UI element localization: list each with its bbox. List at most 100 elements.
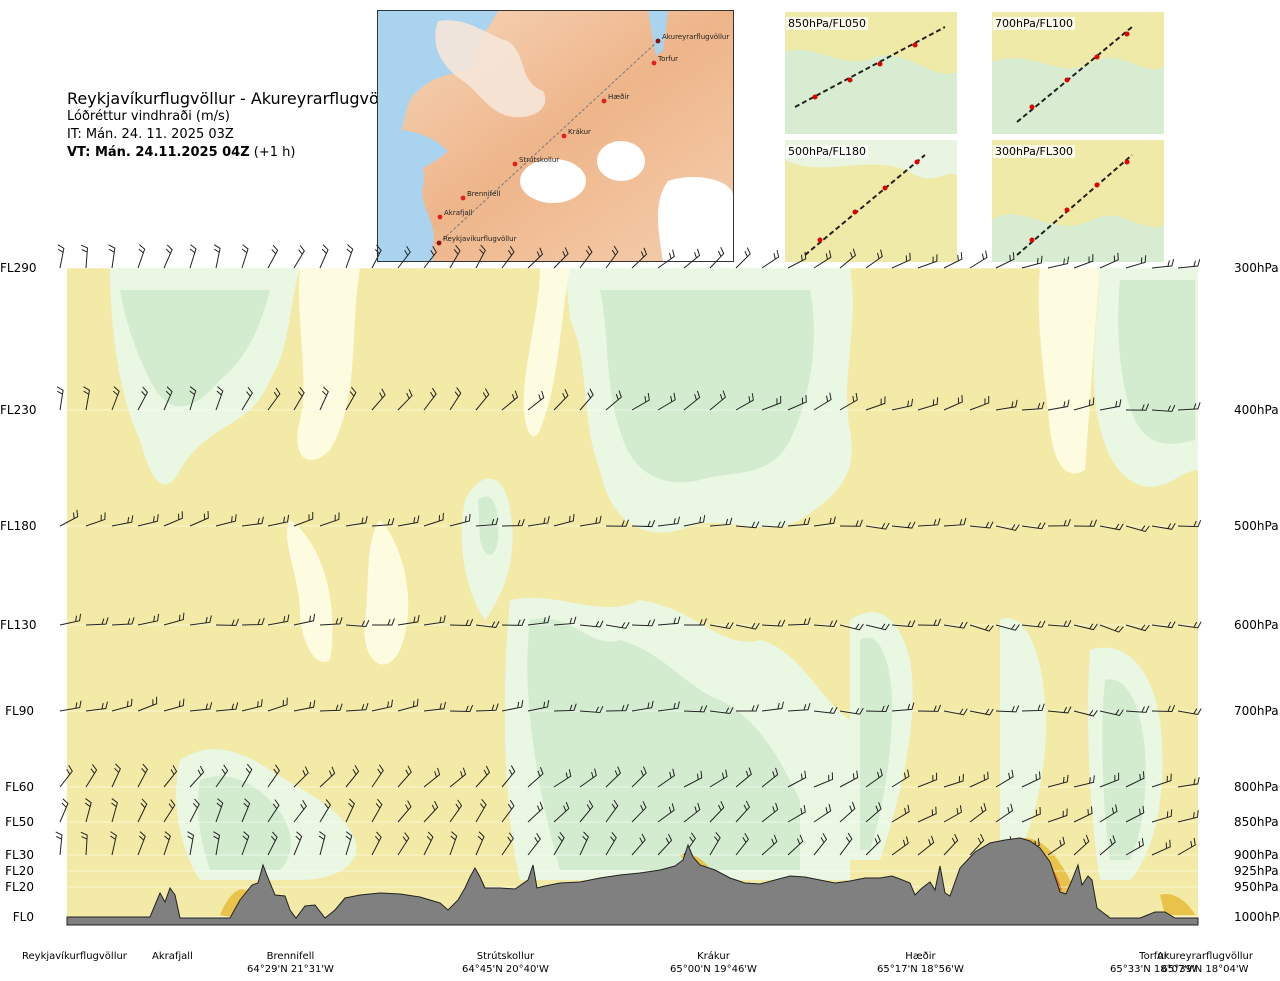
wind-barb — [189, 386, 197, 411]
wind-barb — [735, 767, 752, 788]
wind-barb — [787, 617, 811, 626]
wind-barb — [319, 766, 336, 788]
route-map: Akureyrarflugvöllur Torfur Hæðir Krákur Strú… — [377, 10, 734, 262]
wind-barb — [397, 765, 412, 788]
wind-barb — [657, 701, 680, 712]
wind-barb — [267, 799, 280, 823]
wind-barb — [345, 831, 353, 856]
wind-barb — [865, 623, 890, 631]
wind-barb — [787, 770, 807, 788]
wind-barb — [163, 831, 171, 856]
wind-barb — [683, 832, 696, 856]
wind-barb — [215, 764, 229, 788]
wind-barb — [1177, 520, 1202, 528]
hpa-tick-label: 700hPa — [1234, 704, 1279, 718]
thumbnail-500hpa-svg — [785, 140, 957, 262]
wind-barb — [110, 831, 117, 856]
wind-barb — [865, 704, 890, 712]
wind-barb — [189, 798, 200, 823]
wind-barb — [527, 766, 544, 788]
wind-barb — [189, 765, 205, 788]
wind-barb — [1151, 839, 1171, 856]
wind-barb — [1177, 810, 1199, 823]
wind-barb — [215, 618, 240, 626]
wind-barb — [735, 704, 759, 712]
wind-barb — [319, 617, 343, 626]
location-name: Strútskollur — [476, 951, 535, 962]
wind-barb — [241, 516, 264, 527]
wind-barb — [137, 696, 158, 712]
wind-barb — [1073, 397, 1095, 411]
wind-barb — [631, 833, 646, 856]
fl-tick-label: FL290 — [0, 261, 37, 275]
wind-barb — [579, 620, 604, 628]
wind-barb — [605, 832, 617, 856]
wind-barb — [1177, 837, 1196, 856]
wind-barb — [787, 394, 807, 411]
wind-barb — [85, 512, 106, 527]
map-waypoint-marker — [561, 133, 567, 139]
wind-barb — [189, 615, 212, 626]
wind-barb — [475, 831, 485, 856]
wind-barb — [345, 515, 368, 527]
route-title: Reykjavíkurflugvöllur - Akureyrarflugvöl… — [67, 89, 405, 108]
hpa-tick-label: 300hPa — [1234, 261, 1279, 275]
wind-barb — [80, 244, 89, 269]
wind-barb — [189, 702, 213, 712]
wind-barb — [59, 798, 69, 823]
title-block: Reykjavíkurflugvöllur - Akureyrarflugvöl… — [67, 90, 404, 162]
wind-barb — [865, 396, 886, 411]
wind-barb — [527, 801, 544, 823]
wind-barb — [683, 705, 708, 713]
wind-barb — [108, 244, 116, 269]
location-coord: 65°33'N 18°07'W — [1110, 964, 1197, 975]
wind-barb — [1125, 771, 1145, 788]
fl-tick-label: FL90 — [5, 704, 34, 718]
wind-barb — [865, 834, 881, 856]
wind-barb — [1047, 774, 1069, 788]
map-waypoint-label: Brennifell — [467, 190, 500, 198]
wind-barb — [1125, 403, 1150, 411]
location-label: Hæðir 65°17'N 18°56'W — [877, 950, 964, 976]
wind-barb — [891, 836, 909, 856]
wind-barb — [631, 393, 650, 411]
wind-barb — [865, 522, 890, 530]
wind-barb — [605, 390, 622, 411]
wind-barb — [241, 831, 250, 856]
wind-barb — [345, 619, 370, 627]
wind-barb — [787, 517, 811, 527]
wind-barb — [293, 245, 305, 269]
wind-barb — [1177, 402, 1201, 411]
fl-tick-label: FL0 — [12, 910, 34, 924]
wind-barb — [605, 799, 619, 823]
wind-barb — [1021, 620, 1046, 628]
wind-barb — [1073, 806, 1093, 823]
wind-barb — [319, 512, 340, 527]
wind-barb — [917, 835, 935, 856]
wind-barb — [631, 619, 656, 627]
wind-barb — [397, 698, 419, 712]
wind-barb — [553, 769, 572, 788]
location-label: Brennifell 64°29'N 21°31'W — [247, 950, 334, 976]
wind-barb — [137, 386, 149, 411]
map-waypoint-label: Krákur — [568, 128, 591, 136]
wind-barb — [631, 700, 654, 712]
wind-barb — [80, 831, 88, 856]
wind-barb — [371, 831, 382, 856]
wind-barb — [527, 700, 550, 712]
map-waypoint-marker — [436, 240, 442, 246]
location-name: Krákur — [697, 951, 730, 962]
fl-tick-label: FL30 — [5, 848, 34, 862]
thumbnail-700hpa-svg — [992, 12, 1164, 134]
map-waypoint-marker — [651, 60, 657, 66]
wind-barb — [267, 244, 279, 269]
wind-barb — [891, 521, 916, 529]
wind-barb — [371, 764, 384, 788]
wind-barb — [1021, 838, 1040, 856]
wind-barb — [579, 800, 594, 823]
wind-barb — [1151, 522, 1176, 530]
wind-barb — [657, 616, 681, 626]
wind-barb — [1125, 705, 1150, 713]
thumbnail-label: 500hPa/FL180 — [786, 145, 869, 158]
valid-time: VT: Mán. 24.11.2025 04Z (+1 h) — [67, 144, 404, 162]
